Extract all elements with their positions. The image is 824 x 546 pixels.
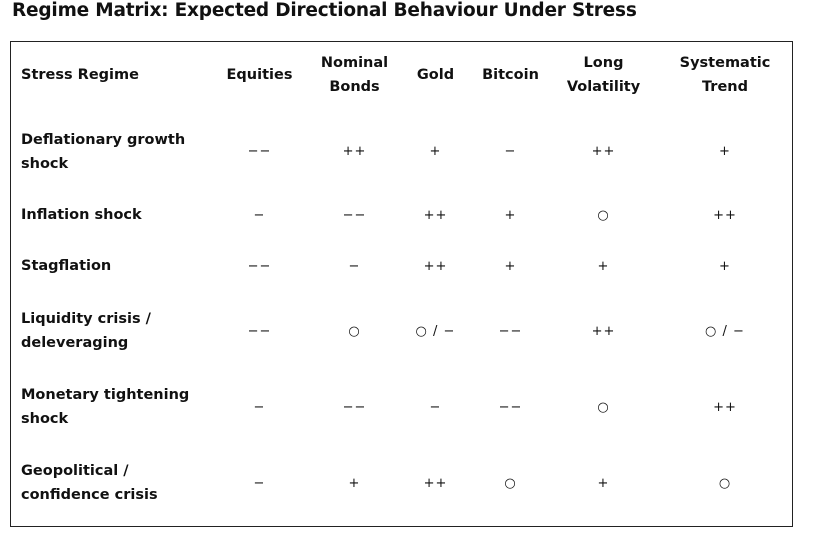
- regime-matrix-table-frame: Stress Regime Equities Nominal Bonds Gol…: [10, 41, 793, 527]
- column-header-stress-regime: Stress Regime: [21, 67, 139, 83]
- column-header-equities: Equities: [226, 67, 293, 83]
- gold-cell: ○ / −: [415, 323, 456, 339]
- equities-cell: −−: [247, 144, 272, 159]
- regime-label: Inflation shock: [21, 207, 142, 223]
- systematic-trend-cell: ○ / −: [705, 323, 745, 339]
- long-volatility-cell: +: [597, 258, 610, 274]
- equities-cell: −: [253, 399, 266, 415]
- equities-cell: −: [253, 475, 266, 491]
- column-header-systematic-trend: Systematic Trend: [679, 55, 771, 95]
- gold-cell: ++: [423, 207, 448, 223]
- regime-label: Stagflation: [21, 258, 112, 274]
- bitcoin-cell: ○: [504, 475, 517, 491]
- equities-cell: −: [253, 207, 266, 223]
- regime-label: Geopolitical / confidence crisis: [21, 463, 158, 503]
- long-volatility-cell: ○: [597, 399, 610, 415]
- systematic-trend-cell: ○: [718, 475, 732, 491]
- bitcoin-cell: +: [504, 207, 517, 223]
- regime-label: Monetary tightening shock: [21, 387, 190, 427]
- regime-label: Deflationary growth shock: [21, 131, 186, 172]
- long-volatility-cell: +: [597, 475, 610, 491]
- equities-cell: −−: [247, 258, 272, 274]
- table-row: Deflationary growth shock −− ++ + − ++ +: [11, 108, 794, 195]
- table-row: Geopolitical / confidence crisis − + ++ …: [11, 449, 794, 517]
- gold-cell: +: [429, 144, 442, 159]
- long-volatility-cell: ++: [591, 323, 616, 339]
- systematic-trend-cell: ++: [713, 399, 737, 415]
- table-row: Inflation shock − −− ++ + ○ ++: [11, 195, 794, 235]
- equities-cell: −−: [247, 323, 272, 339]
- long-volatility-cell: ○: [597, 207, 610, 223]
- table-header-row: Stress Regime Equities Nominal Bonds Gol…: [11, 42, 794, 108]
- page-title: Regime Matrix: Expected Directional Beha…: [12, 0, 637, 21]
- regime-label: Liquidity crisis / deleveraging: [21, 311, 151, 351]
- systematic-trend-cell: ++: [713, 207, 737, 223]
- bitcoin-cell: +: [504, 258, 517, 274]
- column-header-nominal-bonds: Nominal Bonds: [320, 55, 389, 95]
- nominal-bonds-cell: ++: [342, 144, 367, 159]
- table-row: Stagflation −− − ++ + + +: [11, 235, 794, 297]
- bitcoin-cell: −−: [498, 323, 523, 339]
- nominal-bonds-cell: −−: [342, 207, 367, 223]
- column-header-long-volatility: Long Volatility: [566, 55, 641, 95]
- gold-cell: −: [429, 399, 442, 415]
- regime-matrix-table: Stress Regime Equities Nominal Bonds Gol…: [11, 42, 794, 517]
- gold-cell: ++: [423, 258, 448, 274]
- long-volatility-cell: ++: [591, 144, 616, 159]
- nominal-bonds-cell: +: [348, 475, 361, 491]
- nominal-bonds-cell: ○: [348, 323, 361, 339]
- table-row: Liquidity crisis / deleveraging −− ○ ○ /…: [11, 297, 794, 365]
- bitcoin-cell: −: [504, 144, 517, 159]
- column-header-gold: Gold: [416, 67, 455, 83]
- gold-cell: ++: [423, 475, 448, 491]
- nominal-bonds-cell: −: [348, 258, 361, 274]
- column-header-bitcoin: Bitcoin: [482, 67, 539, 83]
- bitcoin-cell: −−: [498, 399, 523, 415]
- systematic-trend-cell: +: [719, 258, 731, 274]
- table-row: Monetary tightening shock − −− − −− ○ ++: [11, 365, 794, 449]
- nominal-bonds-cell: −−: [342, 399, 367, 415]
- systematic-trend-cell: +: [719, 144, 731, 159]
